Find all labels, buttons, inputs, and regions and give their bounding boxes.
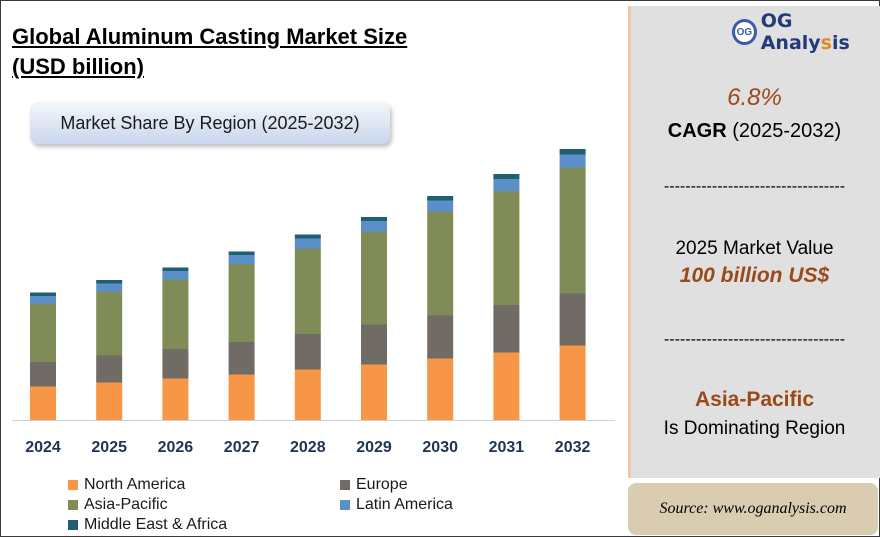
- legend-item: Asia-Pacific: [68, 496, 168, 514]
- legend-swatch: [340, 500, 350, 510]
- bar-segment: [361, 231, 387, 325]
- bar-segment: [493, 305, 520, 353]
- bar-segment: [228, 374, 255, 420]
- bar-segment: [427, 211, 454, 316]
- bar-segment: [30, 292, 56, 296]
- bar-segment: [361, 221, 387, 232]
- panel-divider: ----------------------------------: [663, 331, 846, 348]
- bar-segment: [228, 251, 255, 255]
- bar-segment: [162, 349, 189, 379]
- legend-item: North America: [68, 476, 185, 494]
- bar-segment: [361, 217, 387, 221]
- cagr-label-text: CAGR: [667, 120, 727, 142]
- bar-segment: [96, 283, 123, 292]
- chart-subtitle: Market Share By Region (2025-2032): [30, 102, 390, 144]
- bar-segment: [294, 369, 321, 420]
- legend-label: Asia-Pacific: [84, 496, 168, 513]
- bar-segment: [30, 303, 56, 362]
- bar-segment: [96, 291, 123, 356]
- bar-segment: [228, 264, 255, 342]
- dominating-label: Is Dominating Region: [663, 418, 846, 439]
- bar-segment: [294, 248, 321, 334]
- chart-title-line1: Global Aluminum Casting Market Size: [12, 24, 408, 49]
- brand-name-end: is: [831, 32, 850, 54]
- bar-segment: [427, 200, 454, 212]
- x-tick-label: 2024: [25, 439, 61, 456]
- market-value: 100 billion US$: [679, 264, 830, 287]
- bar-segment: [559, 149, 586, 155]
- stacked-bar-chart: 2024 2025 2026 2027 2028 2029 2030 2031 2032: [12, 149, 615, 456]
- x-tick-label: 2027: [224, 439, 260, 456]
- bar-segment: [162, 267, 189, 271]
- legend-item: Middle East & Africa: [68, 516, 227, 534]
- bar-segment: [30, 386, 56, 420]
- chart-title-line2: (USD billion): [12, 54, 144, 79]
- brand-name-main: OG Analy: [760, 10, 821, 54]
- x-tick-label: 2028: [290, 439, 326, 456]
- bar-segment: [30, 296, 56, 304]
- brand-name-accent: s: [820, 32, 832, 54]
- cagr-label: CAGR (2025-2032): [628, 120, 880, 143]
- bar-segment: [162, 271, 189, 280]
- bar-segment: [427, 196, 454, 201]
- x-tick-label: 2025: [91, 439, 127, 456]
- bar-segment: [493, 352, 520, 420]
- source-note: Source: www.oganalysis.com: [628, 483, 878, 535]
- bar-segment: [427, 315, 454, 359]
- bar-segment: [361, 364, 387, 420]
- bar-segment: [361, 324, 387, 365]
- bar-segment: [96, 280, 123, 284]
- bar-segment: [559, 345, 586, 420]
- bar-segment: [96, 355, 123, 383]
- bar-segment: [96, 382, 123, 420]
- x-tick-label: 2029: [356, 439, 392, 456]
- bar-segment: [162, 378, 189, 420]
- brand-name: OG Analysis: [761, 10, 880, 54]
- legend-swatch: [68, 480, 78, 490]
- legend-item: Europe: [340, 476, 408, 494]
- bar-segment: [228, 342, 255, 375]
- legend-swatch: [68, 520, 78, 530]
- summary-panel: [628, 6, 880, 478]
- bar-segment: [162, 279, 189, 349]
- legend-swatch: [340, 480, 350, 490]
- legend-label: Middle East & Africa: [84, 516, 228, 533]
- bar-segment: [294, 234, 321, 239]
- legend-item: Latin America: [340, 496, 453, 514]
- cagr-value: 6.8%: [727, 84, 782, 111]
- legend-swatch: [68, 500, 78, 510]
- chart-title: Global Aluminum Casting Market Size (USD…: [12, 22, 407, 82]
- legend-label: Europe: [356, 476, 408, 493]
- bar-segment: [294, 334, 321, 370]
- og-logo-icon: OG: [732, 19, 757, 45]
- bar-segment: [559, 293, 586, 346]
- dominating-region: Asia-Pacific: [694, 388, 815, 411]
- x-tick-label: 2026: [158, 439, 194, 456]
- bar-segment: [427, 358, 454, 420]
- legend-label: Latin America: [356, 496, 453, 513]
- x-tick-label: 2030: [422, 439, 458, 456]
- bar-segment: [228, 255, 255, 264]
- cagr-period: (2025-2032): [732, 120, 842, 142]
- brand-logo: OG OG Analysis: [732, 10, 880, 54]
- bar-segment: [30, 362, 56, 387]
- market-value-label: 2025 Market Value: [675, 238, 834, 259]
- bar-segment: [559, 167, 586, 294]
- x-tick-label: 2032: [555, 439, 591, 456]
- panel-divider: ----------------------------------: [663, 178, 846, 195]
- bar-segment: [294, 238, 321, 249]
- x-tick-label: 2031: [489, 439, 525, 456]
- legend-label: North America: [84, 476, 186, 493]
- bar-segment: [493, 174, 520, 179]
- bar-segment: [493, 179, 520, 191]
- bar-segment: [493, 191, 520, 305]
- bar-segment: [559, 154, 586, 168]
